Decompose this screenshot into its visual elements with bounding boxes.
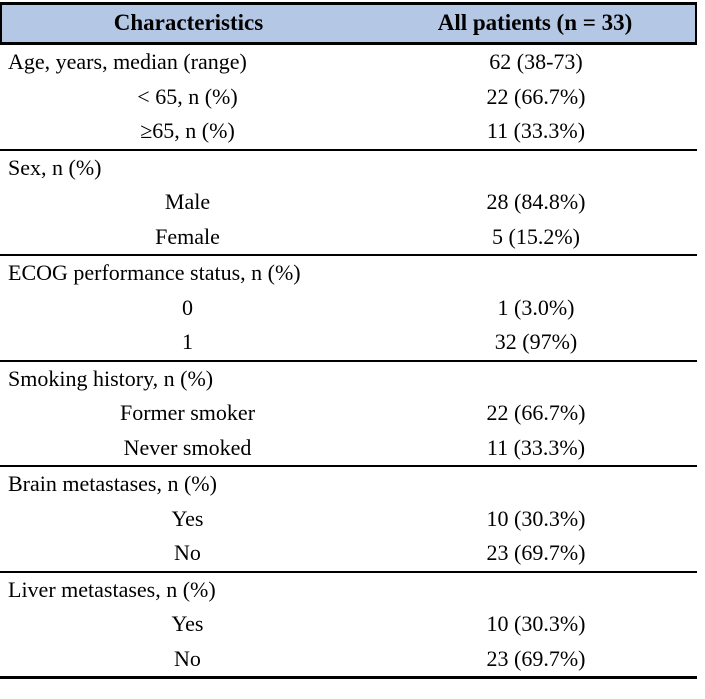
table-row: Yes 10 (30.3%) (0, 607, 697, 642)
table-row: Sex, n (%) (0, 151, 697, 186)
row-label-cell: Smoking history, n (%) (8, 365, 214, 391)
table-row: Liver metastases, n (%) (0, 573, 697, 608)
row-label-cell: < 65, n (%) (137, 83, 238, 109)
row-label-cell: 0 (182, 294, 193, 320)
row-value-cell: 62 (38-73) (489, 49, 583, 74)
table-row: < 65, n (%) 22 (66.7%) (0, 80, 697, 115)
table-row: ECOG performance status, n (%) (0, 256, 697, 291)
table-header-row: Characteristics All patients (n = 33) (0, 2, 697, 45)
row-value-cell: 22 (66.7%) (486, 83, 586, 109)
row-value-cell: 11 (33.3%) (486, 118, 586, 143)
row-value-cell: 22 (66.7%) (486, 400, 586, 425)
table-section: Age, years, median (range) 62 (38-73) < 65… (0, 45, 697, 151)
row-value-cell (375, 573, 697, 608)
row-value-cell: 23 (69.7%) (486, 645, 586, 671)
row-value-cell (375, 362, 697, 397)
row-value-cell: 10 (30.3%) (486, 611, 586, 636)
table-row: Age, years, median (range) 62 (38-73) (0, 45, 697, 80)
row-value-cell: 11 (33.3%) (486, 434, 586, 460)
row-label-cell: 1 (182, 329, 193, 354)
row-label-cell: Former smoker (119, 400, 256, 425)
row-value-cell: 23 (69.7%) (486, 540, 586, 565)
row-label-cell: ECOG performance status, n (%) (8, 260, 301, 285)
header-all-patients: All patients (n = 33) (437, 10, 633, 35)
row-value-cell: 28 (84.8%) (486, 189, 586, 214)
row-label-cell: ≥65, n (%) (140, 118, 235, 143)
table-row: Smoking history, n (%) (0, 362, 697, 397)
row-label-cell: Yes (171, 611, 204, 636)
row-label-cell: Yes (171, 505, 204, 531)
table-body: Age, years, median (range) 62 (38-73) < 65… (0, 45, 697, 676)
table-section: Sex, n (%) Male 28 (84.8%) Female 5 (15.2%) (0, 151, 697, 256)
table-row: No 23 (69.7%) (0, 536, 697, 571)
table-section: ECOG performance status, n (%) 0 1 (3.0%) 1… (0, 256, 697, 362)
row-label-cell: No (174, 540, 201, 565)
table-row: Female 5 (15.2%) (0, 220, 697, 255)
table-section: Smoking history, n (%) Former smoker 22 (6… (0, 362, 697, 467)
row-value-cell: 32 (97%) (494, 329, 578, 354)
row-value-cell: 10 (30.3%) (486, 505, 586, 531)
table-row: Never smoked 11 (33.3%) (0, 431, 697, 466)
table-row: Yes 10 (30.3%) (0, 502, 697, 537)
row-label-cell: Brain metastases, n (%) (8, 471, 217, 496)
table-row: 0 1 (3.0%) (0, 291, 697, 326)
table-row: 1 32 (97%) (0, 325, 697, 360)
patient-characteristics-table: Characteristics All patients (n = 33) Ag… (0, 2, 697, 679)
row-label-cell: Sex, n (%) (8, 154, 102, 180)
row-label-cell: Age, years, median (range) (8, 49, 247, 74)
row-value-cell (375, 467, 697, 502)
row-value-cell (375, 151, 697, 186)
row-value-cell: 1 (3.0%) (497, 294, 575, 320)
row-value-cell (375, 256, 697, 291)
row-label-cell: Never smoked (123, 434, 252, 460)
table-row: Former smoker 22 (66.7%) (0, 396, 697, 431)
table-row: No 23 (69.7%) (0, 642, 697, 677)
table-section: Brain metastases, n (%) Yes 10 (30.3%) No 23… (0, 467, 697, 573)
table-section: Liver metastases, n (%) Yes 10 (30.3%) No 23… (0, 573, 697, 677)
table-row: Brain metastases, n (%) (0, 467, 697, 502)
row-value-cell: 5 (15.2%) (492, 223, 580, 249)
row-label-cell: Male (164, 189, 211, 214)
table-row: ≥65, n (%) 11 (33.3%) (0, 114, 697, 149)
table-row: Male 28 (84.8%) (0, 185, 697, 220)
header-characteristics: Characteristics (113, 10, 264, 35)
row-label-cell: No (174, 645, 201, 671)
row-label-cell: Liver metastases, n (%) (8, 576, 216, 602)
row-label-cell: Female (155, 223, 220, 249)
